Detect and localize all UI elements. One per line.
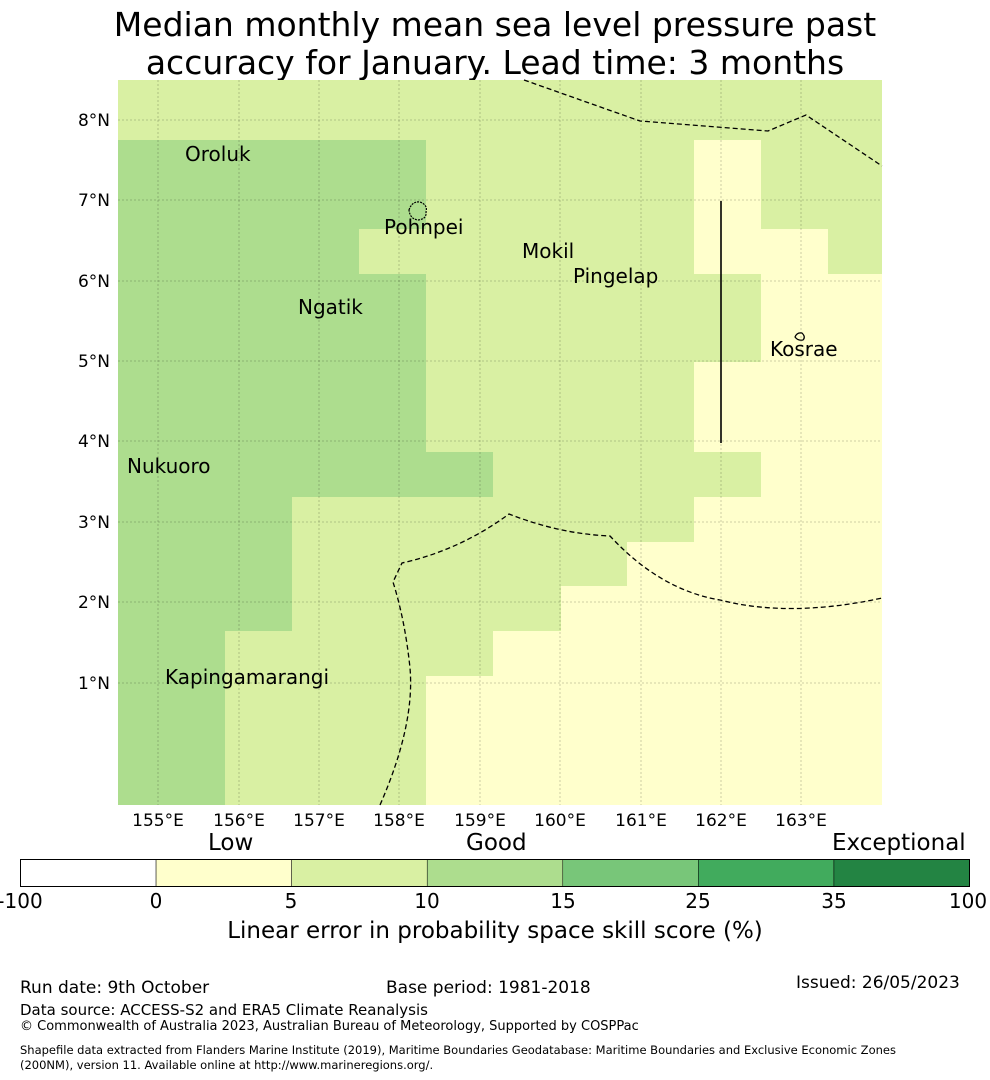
lon-tick-label: 157°E: [293, 811, 345, 831]
lat-tick-label: 2°N: [78, 593, 110, 613]
colorbar-tick: 5: [284, 889, 298, 913]
colorbar-tick: -100: [0, 889, 43, 913]
skill-cell-low: [761, 229, 828, 274]
colorbar: [20, 859, 970, 887]
kosrae-island: [794, 332, 805, 341]
colorbar-segment: [833, 859, 970, 887]
colorbar-tick: 10: [414, 889, 440, 913]
shapefile-credit-line-2: (200NM), version 11. Available online at…: [20, 1058, 434, 1072]
place-label-oroluk: Oroluk: [185, 142, 251, 166]
place-label-pingelap: Pingelap: [573, 264, 658, 288]
colorbar-heading-low: Low: [208, 830, 254, 856]
place-labels: Oroluk Pohnpei Mokil Pingelap Ngatik Kos…: [127, 142, 838, 689]
skill-cell-good-2: [118, 631, 225, 805]
place-label-kosrae: Kosrae: [770, 337, 838, 361]
latitude-labels: 8°N 7°N 6°N 5°N 4°N 3°N 2°N 1°N: [78, 111, 110, 694]
colorbar-segment: [155, 859, 292, 887]
lon-tick-label: 156°E: [213, 811, 265, 831]
colorbar-segments: [20, 859, 970, 887]
lat-tick-label: 4°N: [78, 432, 110, 452]
skill-cell-low: [426, 676, 493, 805]
title-line-1: Median monthly mean sea level pressure p…: [113, 5, 877, 44]
colorbar-frame: [20, 859, 970, 887]
maritime-boundaries: [379, 79, 883, 806]
skill-cell-good-2: [118, 497, 292, 631]
lon-tick-label: 161°E: [615, 811, 667, 831]
lat-tick-label: 8°N: [78, 111, 110, 131]
lon-tick-label: 163°E: [775, 811, 827, 831]
graticule: [118, 80, 882, 805]
skill-cell-low: [694, 497, 761, 542]
skill-cell-low: [561, 586, 761, 805]
lat-tick-label: 5°N: [78, 352, 110, 372]
data-source: Data source: ACCESS-S2 and ERA5 Climate …: [20, 1001, 428, 1019]
place-label-nukuoro: Nukuoro: [127, 454, 211, 478]
longitude-labels: 155°E 156°E 157°E 158°E 159°E 160°E 161°…: [132, 811, 827, 831]
place-label-mokil: Mokil: [522, 239, 574, 263]
colorbar-tick: 25: [685, 889, 711, 913]
colorbar-segment: [20, 859, 157, 887]
lon-tick-label: 155°E: [132, 811, 184, 831]
copyright: © Commonwealth of Australia 2023, Austra…: [20, 1019, 639, 1034]
skill-grid: [118, 80, 882, 805]
run-date: Run date: 9th October: [20, 978, 210, 998]
lat-tick-label: 7°N: [78, 191, 110, 211]
colorbar-tick: 0: [149, 889, 163, 913]
lon-tick-label: 160°E: [534, 811, 586, 831]
map-title: Median monthly mean sea level pressure p…: [0, 6, 990, 82]
lon-tick-label: 158°E: [373, 811, 425, 831]
colorbar-tick: 35: [821, 889, 847, 913]
shapefile-credit-line-1: Shapefile data extracted from Flanders M…: [20, 1043, 896, 1057]
colorbar-segment: [562, 859, 699, 887]
eez-boundary-north: [523, 79, 883, 167]
lat-tick-label: 3°N: [78, 513, 110, 533]
colorbar-heading-good: Good: [466, 830, 527, 856]
skill-cell-low: [761, 274, 882, 805]
skill-cell-good: [359, 229, 426, 274]
colorbar-segment: [426, 859, 564, 887]
skill-cell-low: [493, 631, 561, 805]
lat-tick-label: 1°N: [78, 674, 110, 694]
title-line-2: accuracy for January. Lead time: 3 month…: [145, 43, 845, 82]
place-label-kapingamarangi: Kapingamarangi: [165, 665, 329, 689]
lat-tick-label: 6°N: [78, 272, 110, 292]
colorbar-tick: 100: [948, 889, 988, 913]
skill-cell-low: [627, 542, 761, 586]
place-label-ngatik: Ngatik: [298, 295, 363, 319]
colorbar-segment: [291, 859, 428, 887]
pohnpei-island: [408, 201, 427, 221]
place-label-pohnpei: Pohnpei: [384, 215, 464, 239]
skill-map: Oroluk Pohnpei Mokil Pingelap Ngatik Kos…: [78, 79, 883, 831]
skill-cell-low: [694, 140, 761, 274]
colorbar-heading-exceptional: Exceptional: [832, 830, 966, 856]
colorbar-tick: 15: [550, 889, 576, 913]
base-period: Base period: 1981-2018: [386, 978, 591, 998]
colorbar-segment: [698, 859, 835, 887]
eez-boundary-south: [379, 513, 883, 806]
colorbar-title: Linear error in probability space skill …: [227, 918, 763, 944]
skill-cell-good-2: [118, 452, 493, 497]
lon-tick-label: 159°E: [454, 811, 506, 831]
issued-date: Issued: 26/05/2023: [796, 973, 960, 993]
island-outlines: [408, 201, 805, 341]
lon-tick-label: 162°E: [695, 811, 747, 831]
skill-cell-low: [694, 362, 761, 452]
skill-cell-good-2: [118, 274, 426, 452]
